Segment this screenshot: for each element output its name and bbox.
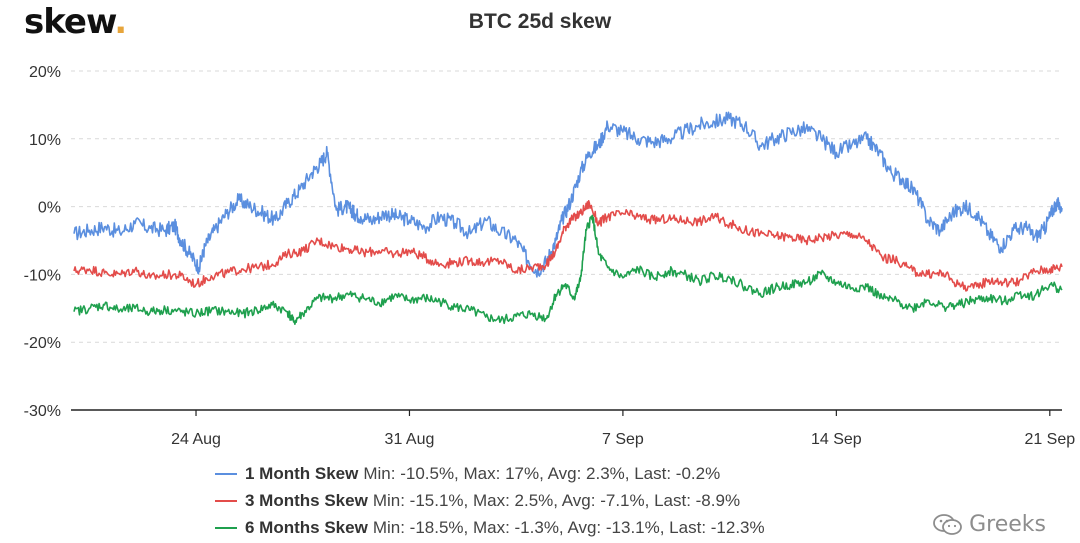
x-tick-label: 21 Sep — [1024, 431, 1075, 448]
legend-series-stats: Min: -18.5%, Max: -1.3%, Avg: -13.1%, La… — [372, 517, 765, 537]
y-tick-label: 0% — [38, 200, 61, 217]
watermark: Greeks — [933, 512, 1046, 537]
skew-logo: skew. — [24, 2, 127, 42]
logo-dot: . — [114, 2, 127, 42]
x-tick-label: 14 Sep — [811, 431, 862, 448]
x-tick-label: 31 Aug — [385, 431, 435, 448]
y-tick-label: -10% — [24, 267, 61, 284]
y-tick-label: -20% — [24, 335, 61, 352]
legend-series-name: 3 Months Skew — [245, 490, 368, 510]
chart-title: BTC 25d skew — [468, 10, 612, 33]
legend-series-name: 6 Months Skew — [245, 517, 368, 537]
legend-item-3m[interactable]: 3 Months Skew Min: -15.1%, Max: 2.5%, Av… — [215, 487, 765, 514]
x-tick-label: 7 Sep — [602, 431, 644, 448]
chart-legend: 1 Month Skew Min: -10.5%, Max: 17%, Avg:… — [215, 460, 765, 541]
legend-series-name: 1 Month Skew — [245, 463, 359, 483]
logo-text: skew — [24, 2, 115, 42]
legend-series-stats: Min: -15.1%, Max: 2.5%, Avg: -7.1%, Last… — [372, 490, 741, 510]
series-line-3[interactable] — [73, 214, 1063, 325]
axis-layer: 20% 10% 0% -10% -20% -30% 24 Aug 31 Aug 7 Sep 14 … — [24, 64, 1076, 448]
chart-plot: 20% 10% 0% -10% -20% -30% 24 Aug 31 Aug 7 Sep 14 … — [24, 64, 1076, 448]
series-layer — [73, 111, 1063, 325]
wechat-icon — [933, 513, 963, 535]
watermark-text: Greeks — [969, 512, 1046, 537]
legend-swatch-6m — [215, 526, 237, 529]
legend-item-1m[interactable]: 1 Month Skew Min: -10.5%, Max: 17%, Avg:… — [215, 460, 765, 487]
legend-series-stats: Min: -10.5%, Max: 17%, Avg: 2.3%, Last: … — [363, 463, 721, 483]
series-line-2[interactable] — [73, 200, 1063, 292]
legend-item-6m[interactable]: 6 Months Skew Min: -18.5%, Max: -1.3%, A… — [215, 514, 765, 541]
x-tick-label: 24 Aug — [171, 431, 221, 448]
y-tick-label: -30% — [24, 403, 61, 420]
legend-swatch-1m — [215, 472, 237, 475]
grid-layer — [71, 70, 1062, 343]
series-line-1[interactable] — [73, 111, 1063, 278]
y-tick-label: 20% — [29, 64, 61, 81]
legend-swatch-3m — [215, 499, 237, 502]
y-tick-label: 10% — [29, 132, 61, 149]
